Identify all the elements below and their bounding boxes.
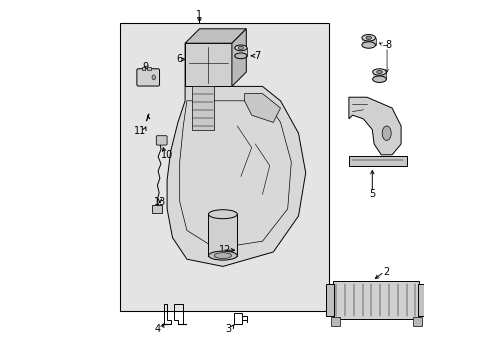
- Text: 1: 1: [196, 10, 202, 20]
- Ellipse shape: [382, 126, 390, 140]
- Polygon shape: [231, 29, 246, 86]
- Bar: [142, 67, 145, 70]
- Bar: [234, 48, 246, 56]
- Ellipse shape: [208, 251, 237, 260]
- Text: 9: 9: [142, 62, 148, 72]
- Ellipse shape: [208, 210, 237, 219]
- Bar: [185, 43, 231, 86]
- Bar: [325, 284, 333, 316]
- Bar: [192, 86, 213, 130]
- Text: 6: 6: [176, 54, 183, 64]
- Bar: [417, 284, 425, 316]
- Ellipse shape: [238, 46, 243, 49]
- Ellipse shape: [214, 253, 231, 258]
- Ellipse shape: [361, 42, 375, 48]
- Text: 12: 12: [218, 245, 230, 255]
- Text: 11: 11: [134, 126, 146, 136]
- Text: 4: 4: [155, 324, 161, 334]
- Bar: [152, 205, 162, 213]
- Bar: [348, 156, 406, 166]
- FancyBboxPatch shape: [156, 136, 167, 145]
- Ellipse shape: [372, 69, 386, 75]
- Ellipse shape: [372, 76, 386, 82]
- Bar: [332, 281, 418, 319]
- Bar: [330, 317, 339, 326]
- Ellipse shape: [376, 71, 382, 74]
- Text: 5: 5: [368, 189, 375, 199]
- Ellipse shape: [152, 75, 155, 80]
- Polygon shape: [348, 97, 400, 155]
- Polygon shape: [244, 94, 280, 122]
- Text: 3: 3: [225, 324, 231, 334]
- Ellipse shape: [234, 53, 246, 59]
- Bar: [361, 38, 375, 45]
- Ellipse shape: [361, 35, 375, 41]
- Text: 8: 8: [385, 40, 391, 50]
- Text: 7: 7: [253, 51, 260, 61]
- FancyBboxPatch shape: [137, 69, 159, 86]
- Polygon shape: [167, 43, 305, 266]
- Text: 13: 13: [153, 197, 166, 207]
- Bar: [233, 313, 241, 324]
- Bar: [208, 214, 237, 256]
- Polygon shape: [185, 29, 246, 43]
- Text: 10: 10: [161, 150, 173, 160]
- Text: 2: 2: [383, 267, 389, 277]
- Bar: [412, 317, 421, 326]
- Bar: [372, 72, 386, 79]
- Ellipse shape: [234, 45, 246, 51]
- Ellipse shape: [365, 36, 371, 40]
- Bar: [120, 23, 328, 311]
- Bar: [147, 67, 151, 70]
